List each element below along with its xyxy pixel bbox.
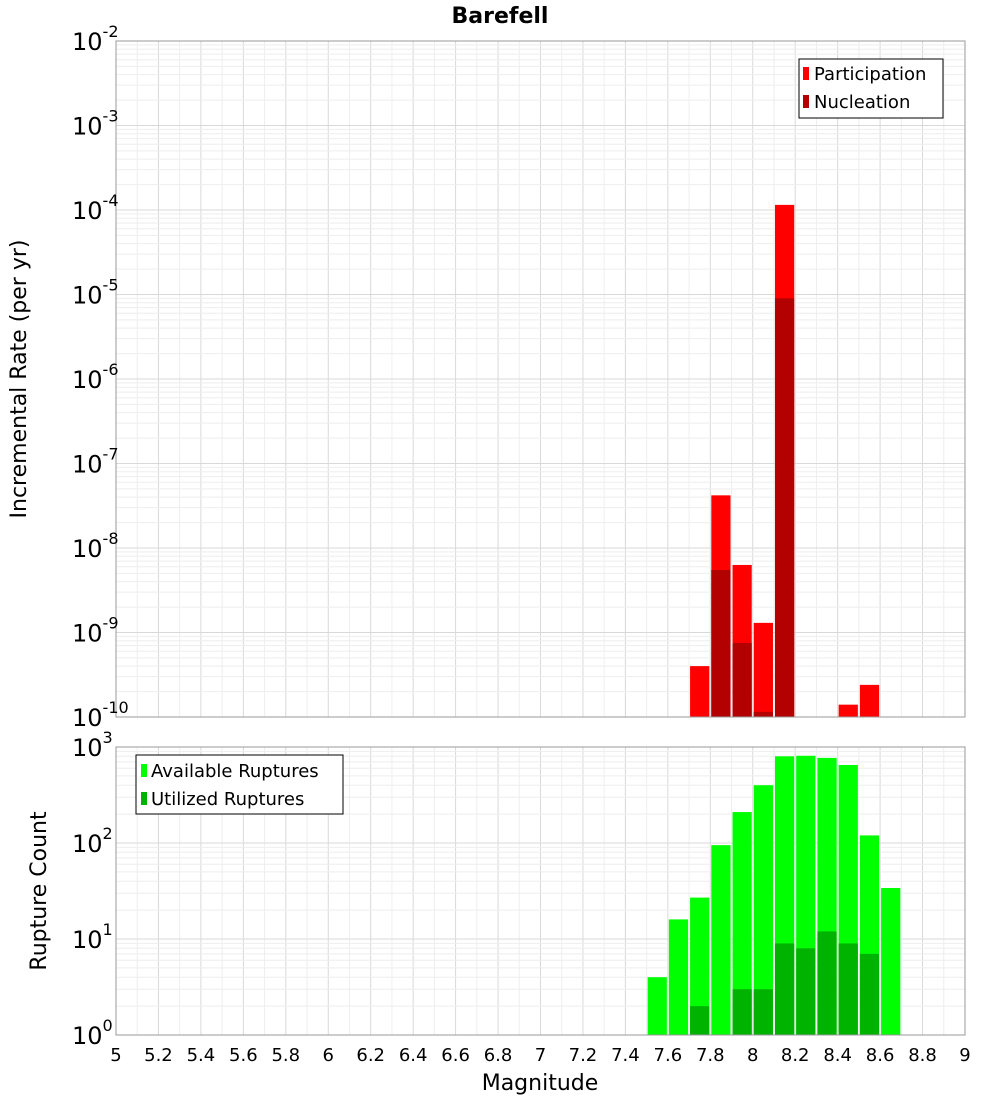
top-bar-participation (859, 684, 880, 717)
x-tick-label: 8 (747, 1045, 758, 1066)
bottom-bar-available (711, 845, 731, 1035)
legend-swatch-nucleation (803, 95, 809, 108)
x-axis-label: Magnitude (482, 1071, 599, 1096)
bottom-bar-available (881, 887, 901, 1035)
top-bar-nucleation (711, 569, 731, 717)
top-y-tick-label: 10-4 (72, 191, 119, 225)
top-y-tick-label: 10-8 (72, 529, 119, 563)
x-tick-label: 5.4 (187, 1045, 216, 1066)
top-bar-nucleation (753, 711, 773, 717)
bottom-bar-utilized (817, 931, 837, 1035)
top-y-tick-label: 10-2 (72, 22, 119, 56)
legend-label-utilized: Utilized Ruptures (151, 789, 304, 810)
x-tick-label: 5.2 (144, 1045, 173, 1066)
bottom-bar-available (690, 897, 710, 1035)
x-tick-label: 6.8 (484, 1045, 513, 1066)
x-tick-label: 6 (323, 1045, 334, 1066)
top-y-tick-label: 10-10 (72, 698, 129, 732)
bottom-legend: Available Ruptures Utilized Ruptures (135, 754, 344, 815)
bottom-bar-utilized (732, 989, 752, 1035)
bottom-y-tick-label: 101 (72, 920, 113, 954)
top-y-tick-label: 10-3 (72, 107, 119, 141)
top-y-tick-label: 10-7 (72, 445, 119, 479)
legend-swatch-participation (803, 67, 809, 80)
x-tick-label: 7.4 (611, 1045, 640, 1066)
x-tick-label: 6.4 (399, 1045, 428, 1066)
top-bar-participation (690, 666, 710, 717)
top-bar-participation (753, 622, 773, 717)
top-y-axis-label: Incremental Rate (per yr) (7, 240, 32, 519)
bottom-bar-utilized (774, 943, 795, 1035)
bottom-bar-utilized (796, 948, 816, 1035)
x-tick-label: 5.8 (271, 1045, 300, 1066)
bottom-bar-utilized (753, 989, 773, 1035)
x-tick-label: 8.8 (908, 1045, 937, 1066)
bottom-bar-utilized (690, 1006, 710, 1035)
legend-label-participation: Participation (814, 64, 926, 85)
top-bar-nucleation (732, 643, 752, 717)
x-tick-label: 8.2 (781, 1045, 810, 1066)
bottom-y-tick-label: 102 (72, 824, 113, 858)
x-tick-label: 5 (110, 1045, 121, 1066)
bottom-bar-available (753, 785, 773, 1035)
legend-swatch-available (141, 764, 147, 777)
x-tick-label: 7 (535, 1045, 546, 1066)
x-tick-label: 7.6 (654, 1045, 683, 1066)
legend-label-available: Available Ruptures (151, 761, 319, 782)
bottom-plot-frame (115, 746, 966, 1036)
bottom-y-tick-label: 103 (72, 728, 113, 762)
legend-label-nucleation: Nucleation (814, 92, 910, 113)
top-legend: Participation Nucleation (798, 58, 944, 119)
top-bar-nucleation (774, 298, 795, 717)
ticks-layer: 10-10 10-9 10-8 10-7 10-6 10-5 10-4 10-3 10-2 100… (72, 22, 971, 1066)
grid-layer (115, 41, 966, 1036)
x-tick-label: 9 (959, 1045, 970, 1066)
x-tick-label: 7.2 (569, 1045, 598, 1066)
bottom-y-axis-label: Rupture Count (27, 811, 52, 971)
x-tick-label: 6.6 (441, 1045, 470, 1066)
bottom-bar-available (647, 977, 667, 1035)
x-tick-label: 8.6 (866, 1045, 895, 1066)
x-tick-label: 5.6 (229, 1045, 258, 1066)
frames-layer (115, 40, 966, 1036)
x-tick-label: 6.2 (356, 1045, 385, 1066)
x-tick-label: 7.8 (696, 1045, 725, 1066)
bottom-bar-utilized (859, 953, 880, 1035)
top-plot-frame (115, 40, 966, 718)
top-y-tick-label: 10-9 (72, 614, 119, 648)
top-y-tick-label: 10-6 (72, 360, 119, 394)
bottom-y-tick-label: 100 (72, 1016, 113, 1050)
bottom-bar-available (732, 812, 752, 1035)
bars-layer (647, 204, 901, 1035)
top-y-tick-label: 10-5 (72, 276, 119, 310)
top-bar-participation (838, 704, 858, 717)
x-tick-label: 8.4 (823, 1045, 852, 1066)
chart-title: Barefell (452, 4, 549, 29)
legend-swatch-utilized (141, 792, 147, 805)
bottom-bar-utilized (838, 943, 858, 1035)
bottom-bar-available (668, 919, 689, 1035)
